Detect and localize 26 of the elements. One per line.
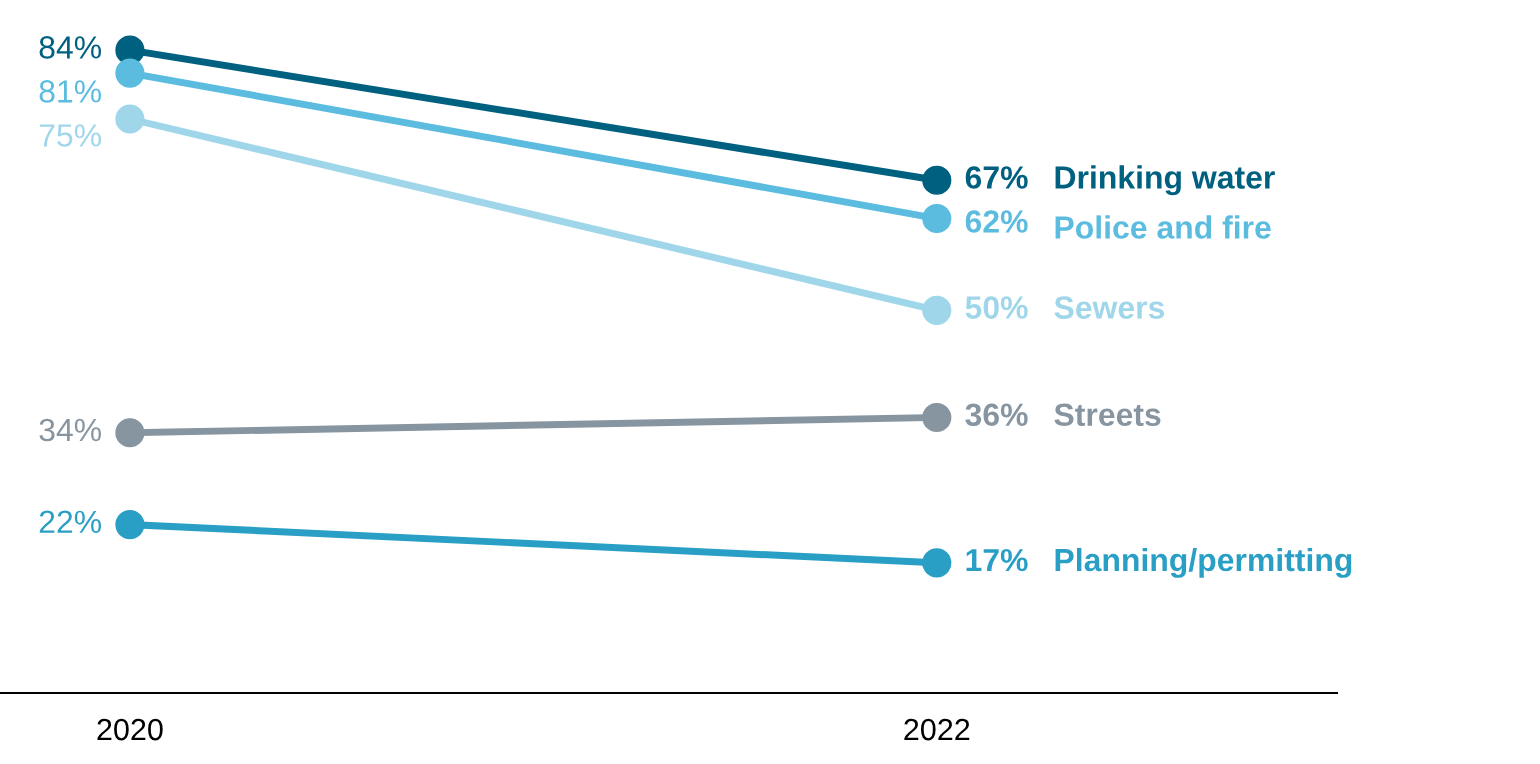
x-tick-label: 2020 — [97, 718, 163, 741]
data-label: 34% — [39, 418, 101, 442]
data-label: 22% — [39, 510, 101, 534]
text: Police and fire — [1055, 215, 1271, 239]
data-label: 84% — [39, 36, 101, 59]
x-tick-label: 2022 — [904, 718, 970, 741]
point — [115, 418, 145, 448]
point — [922, 203, 952, 234]
point — [115, 510, 145, 540]
data-label: 75% — [39, 124, 101, 147]
text: Planning/permitting — [1055, 547, 1352, 578]
point — [922, 402, 952, 433]
data-label: 36% — [965, 403, 1028, 427]
text: Drinking water — [1055, 165, 1275, 196]
data-label: 81% — [39, 80, 101, 103]
point — [922, 165, 952, 195]
data-label: 62% — [965, 210, 1028, 233]
point — [115, 58, 145, 88]
point — [115, 104, 145, 134]
text: Streets — [1054, 403, 1161, 427]
data-label: 50% — [965, 296, 1028, 319]
text: Sewers — [1054, 296, 1165, 319]
point — [922, 548, 952, 578]
data-label: 67% — [965, 166, 1028, 189]
data-label: 17% — [966, 548, 1028, 572]
point — [922, 295, 952, 325]
